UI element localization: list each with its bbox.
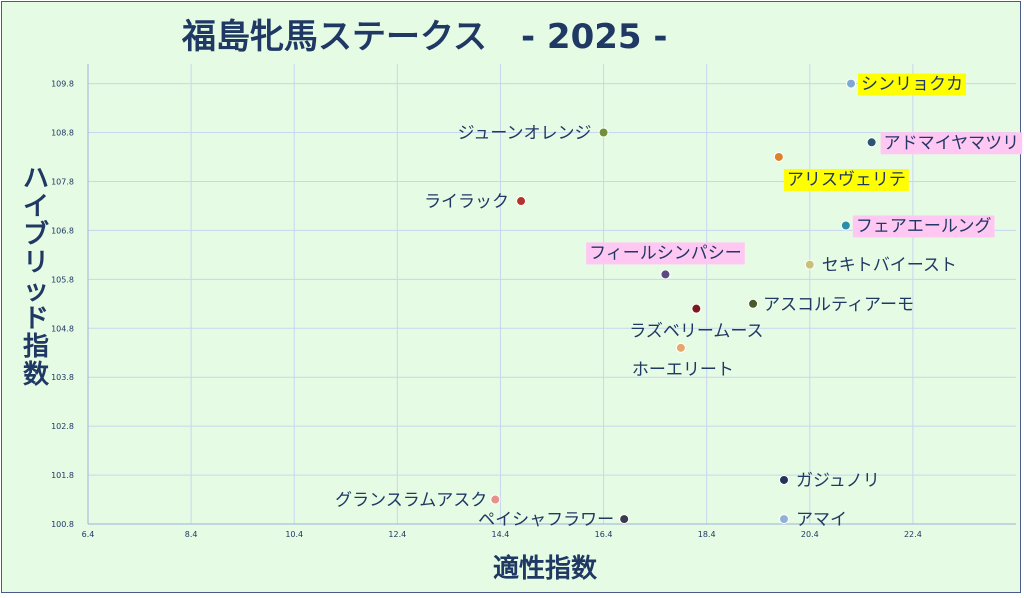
y-tick-label: 107.8 — [51, 177, 74, 186]
x-tick-label: 6.4 — [82, 530, 95, 539]
y-axis-title: ハイブリッド指数 — [23, 164, 50, 390]
y-tick-label: 100.8 — [51, 520, 74, 529]
data-point — [490, 494, 501, 505]
y-tick-label: 106.8 — [51, 226, 74, 235]
data-point-group: アマイ — [779, 510, 847, 530]
point-label: ジューンオレンジ — [458, 124, 592, 144]
point-label: ラズベリームース — [629, 322, 763, 342]
data-point-group: ライラック — [424, 192, 527, 212]
point-label: ライラック — [424, 192, 509, 212]
point-label: アスコルティアーモ — [763, 295, 914, 315]
point-label: アマイ — [796, 510, 847, 530]
x-tick-label: 8.4 — [185, 530, 198, 539]
y-tick-label: 101.8 — [51, 471, 74, 480]
x-tick-labels: 6.4 8.4 10.4 12.4 14.4 16.4 18.4 20.4 22.4 — [82, 530, 922, 539]
data-point-group: アリスヴェリテ — [773, 151, 909, 191]
data-point — [804, 259, 815, 270]
data-point-group: ラズベリームース — [629, 303, 764, 342]
y-tick-label: 109.8 — [51, 80, 74, 89]
y-tick-label: 102.8 — [51, 422, 74, 431]
y-tick-label: 103.8 — [51, 373, 74, 382]
x-tick-label: 12.4 — [388, 530, 406, 539]
point-label: ガジュノリ — [796, 471, 880, 491]
data-point-group: ガジュノリ — [779, 471, 880, 491]
x-tick-label: 10.4 — [285, 530, 303, 539]
x-tick-label: 20.4 — [801, 530, 819, 539]
grid-lines — [87, 64, 1016, 525]
data-point — [598, 127, 609, 138]
point-label: シンリョクカ — [861, 75, 963, 95]
label-highlight — [586, 242, 745, 265]
y-tick-labels: 100.8 101.8 102.8 103.8 104.8 105.8 106.8 107.8… — [51, 80, 74, 529]
data-point — [619, 514, 630, 525]
point-label: ペイシャフラワー — [478, 510, 614, 530]
data-point-group: ホーエリート — [632, 342, 734, 380]
point-label: セキトバイースト — [822, 256, 957, 276]
data-point-group: アスコルティアーモ — [748, 295, 914, 315]
label-highlight — [852, 215, 995, 238]
y-tick-label: 108.8 — [51, 129, 74, 138]
data-point-group: フェアエールング — [840, 215, 995, 238]
data-point — [660, 269, 671, 280]
point-label: フィールシンパシー — [589, 243, 742, 263]
data-point — [840, 220, 851, 231]
data-point-group: フィールシンパシー — [586, 242, 745, 280]
data-point-group: ペイシャフラワー — [478, 510, 630, 530]
data-point-group: アドマイヤマツリ — [866, 132, 1023, 155]
point-label: アドマイヤマツリ — [884, 133, 1020, 153]
point-label: フェアエールング — [856, 216, 992, 236]
data-point — [866, 137, 877, 148]
data-point — [675, 342, 686, 353]
data-point — [773, 151, 784, 162]
x-tick-label: 14.4 — [492, 530, 510, 539]
label-highlight — [783, 168, 909, 191]
x-tick-label: 18.4 — [698, 530, 716, 539]
x-tick-label: 16.4 — [595, 530, 613, 539]
data-point-group: グランスラムアスク — [335, 491, 501, 511]
data-point — [748, 298, 759, 309]
chart-title: 福島牝馬ステークス - 2025 - — [181, 17, 668, 57]
data-point — [516, 196, 527, 207]
data-point-group: シンリョクカ — [846, 73, 967, 96]
y-tick-label: 104.8 — [51, 324, 74, 333]
x-tick-label: 22.4 — [904, 530, 922, 539]
label-highlight — [880, 132, 1023, 155]
y-tick-label: 105.8 — [51, 275, 74, 284]
data-point — [846, 78, 857, 89]
point-label: グランスラムアスク — [335, 491, 487, 511]
data-point — [779, 514, 789, 525]
point-label: ホーエリート — [632, 360, 734, 380]
data-point-group: セキトバイースト — [804, 256, 957, 276]
data-point-group: ジューンオレンジ — [458, 124, 609, 144]
x-axis-title: 適性指数 — [493, 553, 598, 584]
label-highlight — [858, 73, 967, 96]
point-label: アリスヴェリテ — [787, 170, 906, 190]
data-point — [691, 303, 702, 314]
data-point — [779, 474, 789, 485]
